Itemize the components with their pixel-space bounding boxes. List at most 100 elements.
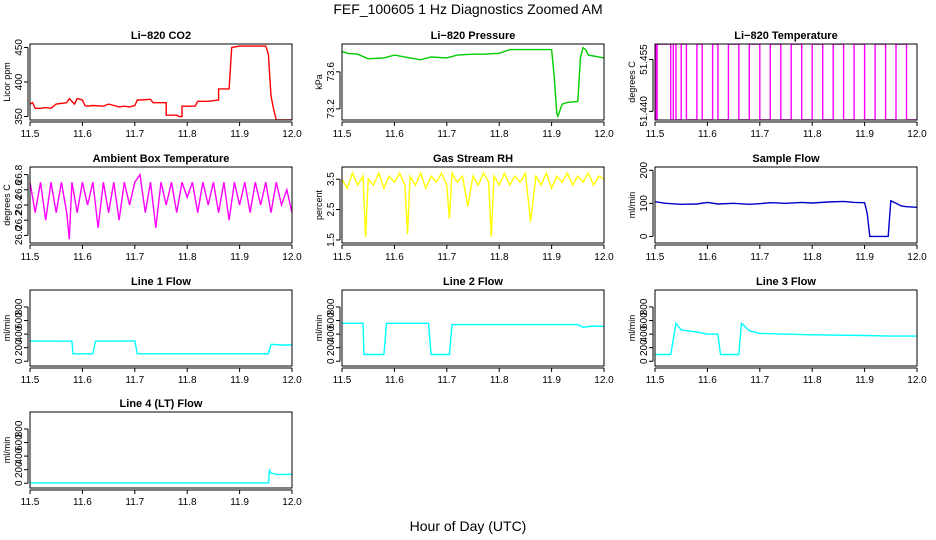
y-axis-label: ml/min [627, 192, 637, 219]
y-axis-label: ml/min [2, 437, 12, 464]
y-tick-label: 51.440 [639, 96, 650, 127]
y-tick-label: 0 [14, 358, 25, 364]
y-tick-label: 26.6 [14, 180, 25, 200]
x-tick-label: 11.6 [698, 129, 717, 140]
y-axis-label: percent [314, 189, 324, 220]
plot-frame [654, 43, 918, 121]
y-tick-label: 800 [14, 298, 25, 315]
x-tick-label: 11.9 [542, 129, 561, 140]
y-tick-label: 600 [326, 312, 337, 329]
y-tick-label: 400 [639, 325, 650, 342]
y-tick-label: 73.2 [326, 99, 337, 119]
x-tick-label: 11.7 [125, 129, 144, 140]
x-tick-label: 11.9 [230, 497, 249, 508]
panel-title: Ambient Box Temperature [93, 153, 230, 165]
y-tick-label: 26.8 [14, 164, 25, 184]
panel-9: Line 3 Flow 11.5 11.6 11.7 11.8 11.9 12.0 0 2004… [627, 276, 927, 386]
plot-frame [654, 166, 918, 244]
panel-10: Line 4 (LT) Flow 11.5 11.6 11.7 11.8 11.9 12.0… [2, 398, 302, 508]
y-tick-label: 800 [326, 298, 337, 315]
x-tick-label: 11.7 [437, 375, 456, 386]
panel-4: Ambient Box Temperature 11.5 11.6 11.7 11.8 1… [2, 153, 302, 263]
y-axis-label: ml/min [314, 315, 324, 342]
panel-title: Li−820 Pressure [431, 30, 516, 42]
series-line [342, 46, 604, 119]
x-tick-label: 11.6 [698, 252, 717, 263]
x-tick-label: 11.6 [385, 375, 404, 386]
x-tick-label: 11.6 [73, 129, 92, 140]
x-tick-label: 11.5 [21, 129, 40, 140]
x-tick-label: 11.5 [646, 375, 665, 386]
x-tick-label: 11.7 [750, 129, 769, 140]
plot-frame [341, 289, 605, 367]
x-tick-label: 11.7 [125, 375, 144, 386]
x-tick-label: 12.0 [282, 375, 302, 386]
y-axis-label: degrees C [627, 61, 637, 103]
y-tick-label: 100 [639, 195, 650, 212]
x-tick-label: 11.8 [490, 129, 509, 140]
y-tick-label: 0 [326, 358, 337, 364]
x-tick-label: 11.8 [178, 129, 197, 140]
y-tick-label: 200 [14, 461, 25, 478]
y-axis-label: degrees C [2, 184, 12, 226]
y-axis-label: Licor ppm [2, 62, 12, 102]
x-tick-label: 11.8 [803, 129, 822, 140]
x-tick-label: 11.8 [803, 252, 822, 263]
plot-frame [29, 43, 293, 121]
series-line [30, 45, 292, 120]
series-line [30, 172, 292, 240]
x-tick-label: 11.7 [437, 252, 456, 263]
panel-title: Sample Flow [752, 153, 820, 165]
x-tick-label: 11.9 [542, 375, 561, 386]
x-tick-label: 12.0 [907, 375, 927, 386]
panel-6: Sample Flow 11.5 11.6 11.7 11.8 11.9 12.0 0 100 2… [627, 153, 927, 263]
x-tick-label: 11.6 [73, 497, 92, 508]
x-tick-label: 11.6 [698, 375, 717, 386]
y-tick-label: 3.5 [326, 172, 337, 186]
y-tick-label: 450 [14, 39, 25, 56]
x-tick-label: 11.5 [333, 375, 352, 386]
x-tick-label: 12.0 [594, 375, 614, 386]
y-tick-label: 350 [14, 108, 25, 125]
plot-frame [29, 166, 293, 244]
plot-frame [341, 43, 605, 121]
x-tick-label: 11.7 [750, 252, 769, 263]
y-tick-label: 800 [14, 420, 25, 437]
y-tick-label: 26.0 [14, 225, 25, 245]
y-tick-label: 200 [639, 339, 650, 356]
y-axis-label: ml/min [2, 315, 12, 342]
series-line [655, 199, 917, 238]
x-tick-label: 11.7 [125, 252, 144, 263]
x-tick-label: 11.8 [490, 252, 509, 263]
x-tick-label: 11.9 [542, 252, 561, 263]
x-tick-label: 11.5 [646, 129, 665, 140]
y-tick-label: 400 [14, 447, 25, 464]
x-tick-label: 12.0 [282, 497, 302, 508]
x-tick-label: 12.0 [282, 129, 302, 140]
panel-5: Gas Stream RH 11.5 11.6 11.7 11.8 11.9 12.0 1.5… [314, 153, 614, 263]
panel-title: Line 1 Flow [131, 276, 191, 288]
x-tick-label: 11.9 [230, 129, 249, 140]
y-tick-label: 600 [14, 312, 25, 329]
panel-8: Line 2 Flow 11.5 11.6 11.7 11.8 11.9 12.0 0 2004… [314, 276, 614, 386]
series-line [30, 468, 292, 484]
x-tick-label: 12.0 [282, 252, 302, 263]
x-tick-label: 11.5 [333, 129, 352, 140]
y-tick-label: 2.5 [326, 202, 337, 216]
y-tick-label: 800 [639, 298, 650, 315]
panel-2: Li−820 Pressure 11.5 11.6 11.7 11.8 11.9 12.0 7… [314, 30, 614, 140]
x-axis-caption: Hour of Day (UTC) [409, 518, 527, 534]
x-tick-label: 11.8 [490, 375, 509, 386]
x-tick-label: 12.0 [907, 252, 927, 263]
x-tick-label: 11.8 [178, 375, 197, 386]
x-tick-label: 11.6 [385, 252, 404, 263]
x-tick-label: 11.9 [230, 252, 249, 263]
x-tick-label: 11.9 [855, 129, 874, 140]
y-axis-label: ml/min [627, 315, 637, 342]
y-tick-label: 0 [14, 480, 25, 486]
y-tick-label: 400 [326, 325, 337, 342]
x-tick-label: 12.0 [907, 129, 927, 140]
panel-7: Line 1 Flow 11.5 11.6 11.7 11.8 11.9 12.0 0 2004… [2, 276, 302, 386]
series-line [655, 321, 917, 356]
